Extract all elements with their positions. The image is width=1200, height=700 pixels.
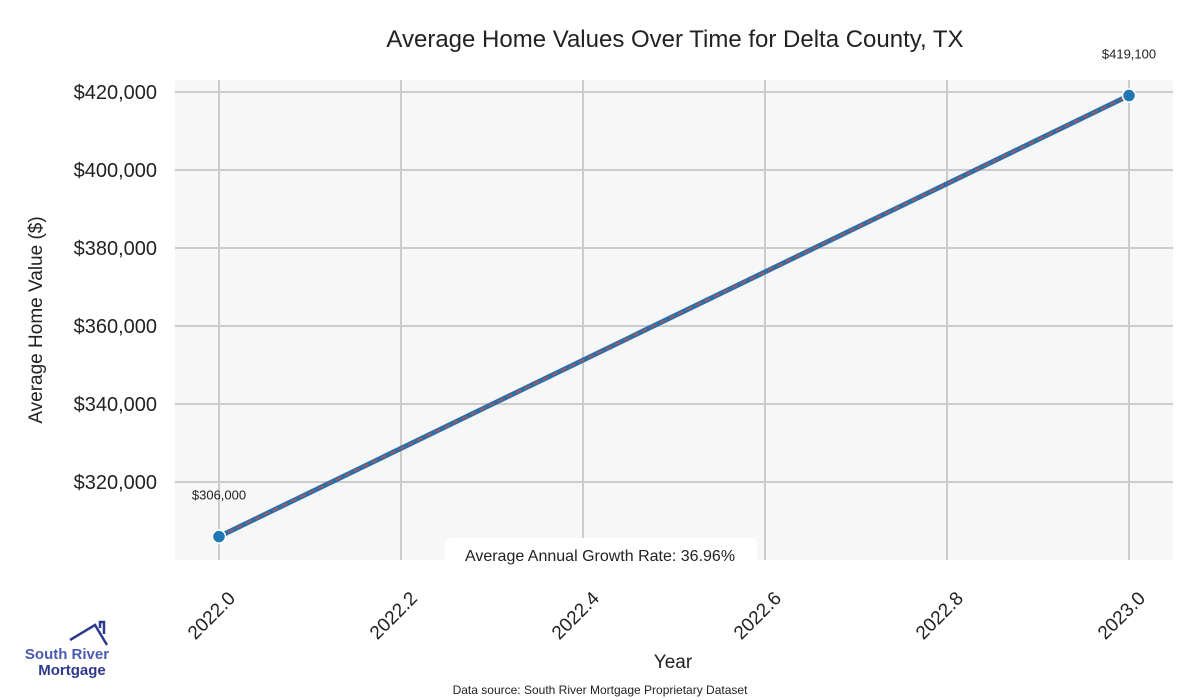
series-dashed-overlay <box>218 94 1130 538</box>
data-label: $306,000 <box>192 488 246 503</box>
y-axis-label: Average Home Value ($) <box>26 216 47 423</box>
logo-line2: Mortgage <box>38 662 106 679</box>
x-tick-label: 2022.8 <box>912 588 968 644</box>
data-point <box>1121 88 1137 103</box>
chart-title: Average Home Values Over Time for Delta … <box>386 26 963 53</box>
logo-line1: South River <box>25 646 109 663</box>
x-tick-label: 2023.0 <box>1094 588 1150 644</box>
y-tick-label: $400,000 <box>74 160 157 182</box>
y-tick-label: $360,000 <box>74 316 157 338</box>
growth-rate-box <box>445 538 757 568</box>
y-tick-label: $320,000 <box>74 472 157 494</box>
y-tick-label: $340,000 <box>74 394 157 416</box>
growth-rate-annotation: Average Annual Growth Rate: 36.96% <box>465 548 735 565</box>
x-tick-label: 2022.2 <box>366 588 422 644</box>
x-tick-label: 2022.6 <box>730 588 786 644</box>
logo: South River Mortgage <box>25 620 109 679</box>
x-axis-label: Year <box>654 652 693 673</box>
y-tick-label: $380,000 <box>74 238 157 260</box>
x-tick-label: 2022.4 <box>548 588 604 644</box>
house-icon <box>69 620 109 646</box>
data-point <box>211 529 227 544</box>
data-label: $419,100 <box>1102 47 1156 62</box>
data-source: Data source: South River Mortgage Propri… <box>453 683 748 697</box>
y-tick-label: $420,000 <box>74 82 157 104</box>
x-tick-label: 2022.0 <box>184 588 240 644</box>
